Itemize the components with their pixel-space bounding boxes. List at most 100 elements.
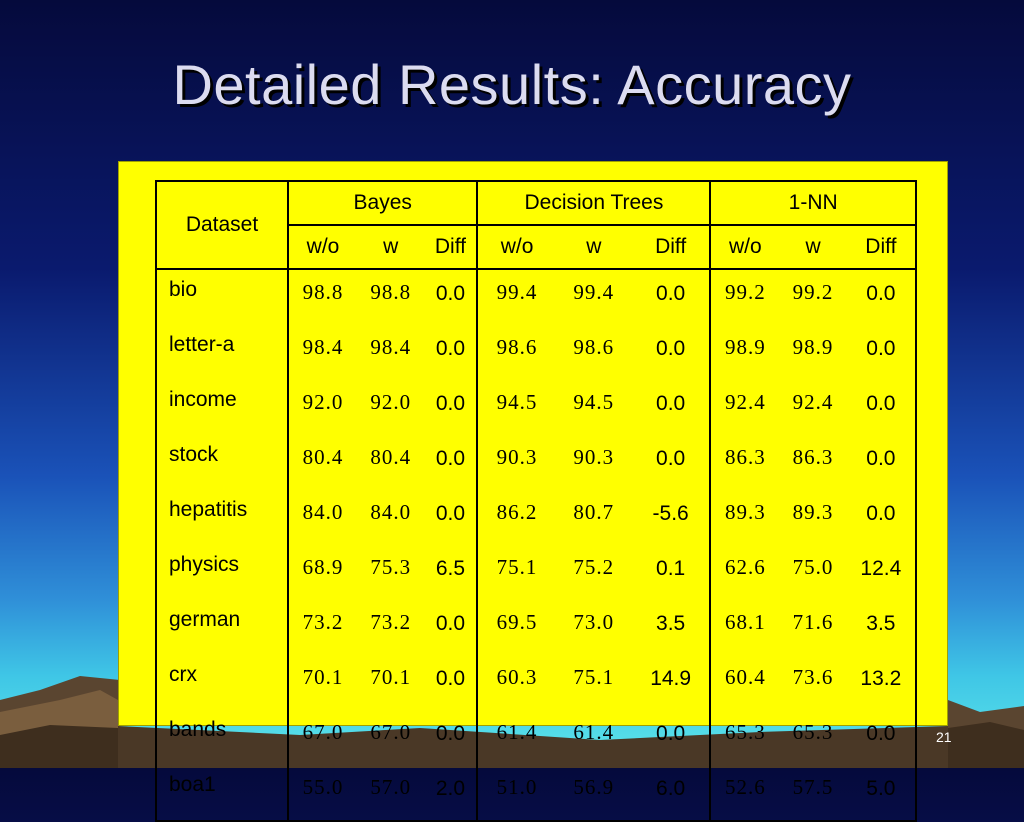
decision-trees-w-cell: 99.4	[573, 280, 615, 304]
decision-trees-w-cell: 56.9	[573, 775, 615, 799]
1nn-diff-cell: 0.0	[846, 325, 918, 380]
bayes-w-cell: 98.8	[370, 280, 412, 304]
bayes-diff-cell: 2.0	[424, 765, 479, 821]
1nn-wo-cell: 86.3	[724, 445, 766, 469]
table-body: bio 98.8 98.8 0.0 99.4 99.4 0.0 99.2 99.2 0.0 lett…	[156, 269, 918, 821]
dataset-name-cell: physics	[156, 545, 289, 600]
decision-trees-diff-cell: 0.1	[631, 545, 712, 600]
bayes-wo-cell: 68.9	[302, 555, 344, 579]
dataset-name-cell: hepatitis	[156, 490, 289, 545]
1nn-wo-cell: 89.3	[724, 500, 766, 524]
bayes-w-cell: 80.4	[370, 445, 412, 469]
1nn-diff-cell: 0.0	[846, 490, 918, 545]
decision-trees-diff-cell: 3.5	[631, 600, 712, 655]
1nn-w-cell: 92.4	[792, 390, 834, 414]
1nn-wo-cell: 52.6	[724, 775, 766, 799]
table-row: income 92.0 92.0 0.0 94.5 94.5 0.0 92.4 92.4 0.0	[156, 380, 918, 435]
decision-trees-diff-cell: 0.0	[631, 380, 712, 435]
decision-trees-w-cell: 94.5	[573, 390, 615, 414]
decision-trees-diff-cell: 0.0	[631, 435, 712, 490]
subheader-w: w	[555, 225, 632, 270]
decision-trees-wo-cell: 61.4	[496, 720, 538, 744]
decision-trees-wo-cell: 75.1	[496, 555, 538, 579]
bayes-diff-cell: 0.0	[424, 380, 479, 435]
decision-trees-diff-cell: 6.0	[631, 765, 712, 821]
bayes-wo-cell: 67.0	[302, 720, 344, 744]
1nn-diff-cell: 0.0	[846, 710, 918, 765]
dataset-header: Dataset	[156, 181, 289, 270]
bayes-diff-cell: 0.0	[424, 269, 479, 325]
bayes-wo-cell: 70.1	[302, 665, 344, 689]
decision-trees-w-cell: 75.2	[573, 555, 615, 579]
table-row: bands 67.0 67.0 0.0 61.4 61.4 0.0 65.3 65.3 0.0	[156, 710, 918, 765]
dataset-name-cell: stock	[156, 435, 289, 490]
bayes-wo-cell: 84.0	[302, 500, 344, 524]
1nn-diff-cell: 0.0	[846, 380, 918, 435]
bayes-wo-cell: 55.0	[302, 775, 344, 799]
table-row: crx 70.1 70.1 0.0 60.3 75.1 14.9 60.4 73.6 13.2	[156, 655, 918, 710]
1nn-w-cell: 71.6	[792, 610, 834, 634]
subheader-w: w	[779, 225, 847, 270]
accuracy-table: Dataset Bayes Decision Trees 1-NN w/o w …	[155, 180, 918, 822]
1nn-w-cell: 86.3	[792, 445, 834, 469]
dataset-name-cell: letter-a	[156, 325, 289, 380]
decision-trees-w-cell: 98.6	[573, 335, 615, 359]
bayes-diff-cell: 0.0	[424, 600, 479, 655]
decision-trees-wo-cell: 86.2	[496, 500, 538, 524]
decision-trees-diff-cell: -5.6	[631, 490, 712, 545]
dataset-name-cell: boa1	[156, 765, 289, 821]
1nn-diff-cell: 0.0	[846, 435, 918, 490]
1nn-w-cell: 73.6	[792, 665, 834, 689]
1nn-diff-cell: 13.2	[846, 655, 918, 710]
dataset-name-cell: bio	[156, 269, 289, 325]
dataset-name-cell: income	[156, 380, 289, 435]
group-header-bayes: Bayes	[288, 181, 479, 226]
subheader-diff: Diff	[424, 225, 479, 270]
decision-trees-wo-cell: 90.3	[496, 445, 538, 469]
decision-trees-wo-cell: 99.4	[496, 280, 538, 304]
bayes-w-cell: 70.1	[370, 665, 412, 689]
bayes-wo-cell: 98.4	[302, 335, 344, 359]
decision-trees-w-cell: 61.4	[573, 720, 615, 744]
decision-trees-w-cell: 90.3	[573, 445, 615, 469]
decision-trees-diff-cell: 14.9	[631, 655, 712, 710]
table-row: german 73.2 73.2 0.0 69.5 73.0 3.5 68.1 71.6 3.5	[156, 600, 918, 655]
decision-trees-diff-cell: 0.0	[631, 269, 712, 325]
bayes-diff-cell: 0.0	[424, 710, 479, 765]
1nn-diff-cell: 3.5	[846, 600, 918, 655]
page-number: 21	[936, 729, 952, 745]
1nn-wo-cell: 92.4	[724, 390, 766, 414]
decision-trees-wo-cell: 60.3	[496, 665, 538, 689]
bayes-diff-cell: 6.5	[424, 545, 479, 600]
decision-trees-wo-cell: 94.5	[496, 390, 538, 414]
1nn-wo-cell: 60.4	[724, 665, 766, 689]
1nn-w-cell: 89.3	[792, 500, 834, 524]
dataset-name-cell: crx	[156, 655, 289, 710]
subheader-diff: Diff	[631, 225, 712, 270]
subheader-diff: Diff	[846, 225, 918, 270]
results-panel: Dataset Bayes Decision Trees 1-NN w/o w …	[118, 161, 948, 822]
decision-trees-wo-cell: 51.0	[496, 775, 538, 799]
decision-trees-diff-cell: 0.0	[631, 710, 712, 765]
bayes-w-cell: 57.0	[370, 775, 412, 799]
1nn-w-cell: 99.2	[792, 280, 834, 304]
1nn-w-cell: 98.9	[792, 335, 834, 359]
bayes-w-cell: 92.0	[370, 390, 412, 414]
1nn-wo-cell: 68.1	[724, 610, 766, 634]
table-row: stock 80.4 80.4 0.0 90.3 90.3 0.0 86.3 86.3 0.0	[156, 435, 918, 490]
bayes-w-cell: 75.3	[370, 555, 412, 579]
group-header-decision-trees: Decision Trees	[477, 181, 712, 226]
decision-trees-wo-cell: 98.6	[496, 335, 538, 359]
decision-trees-w-cell: 73.0	[573, 610, 615, 634]
dataset-name-cell: german	[156, 600, 289, 655]
table-row: boa1 55.0 57.0 2.0 51.0 56.9 6.0 52.6 57.5 5.0	[156, 765, 918, 821]
decision-trees-diff-cell: 0.0	[631, 325, 712, 380]
1nn-diff-cell: 0.0	[846, 269, 918, 325]
1nn-wo-cell: 62.6	[724, 555, 766, 579]
1nn-wo-cell: 98.9	[724, 335, 766, 359]
bayes-diff-cell: 0.0	[424, 435, 479, 490]
group-header-1nn: 1-NN	[710, 181, 917, 226]
subheader-wo: w/o	[477, 225, 556, 270]
decision-trees-w-cell: 80.7	[573, 500, 615, 524]
bayes-wo-cell: 73.2	[302, 610, 344, 634]
